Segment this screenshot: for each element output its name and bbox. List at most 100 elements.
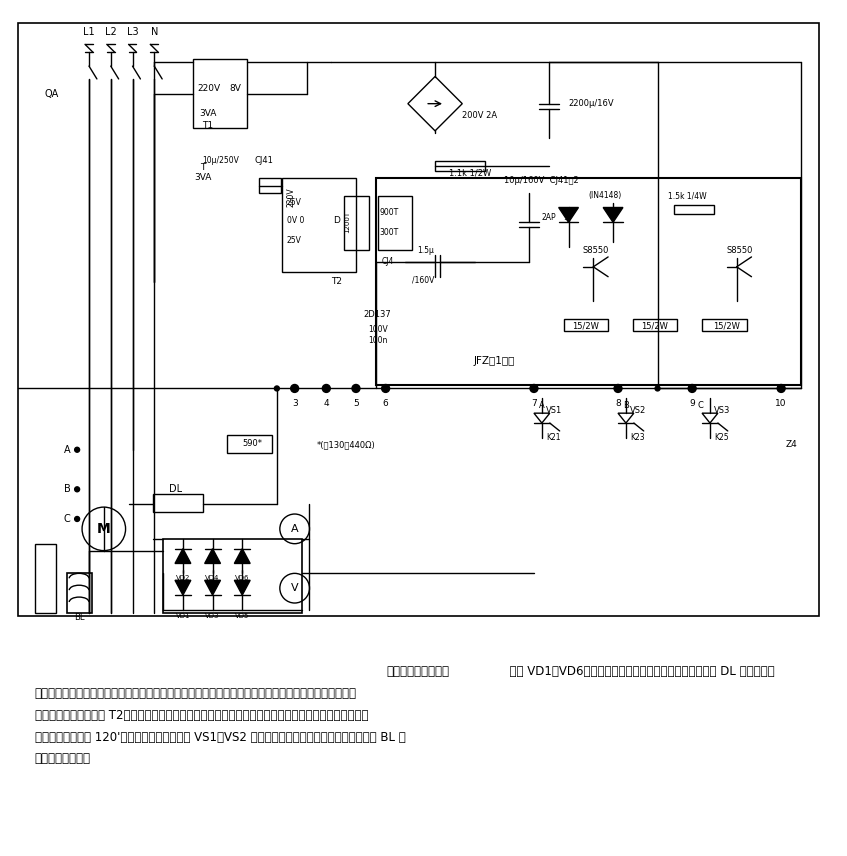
Text: VS2: VS2 bbox=[629, 406, 646, 414]
Bar bbox=[376, 178, 801, 385]
Text: S8550: S8550 bbox=[582, 246, 608, 254]
Text: VD4: VD4 bbox=[206, 575, 219, 581]
Circle shape bbox=[614, 384, 622, 392]
Polygon shape bbox=[618, 413, 634, 423]
Text: 10: 10 bbox=[775, 399, 787, 407]
Text: /160V: /160V bbox=[412, 275, 435, 284]
Polygon shape bbox=[702, 413, 718, 423]
Text: T1: T1 bbox=[202, 121, 213, 130]
Text: BL: BL bbox=[74, 614, 85, 622]
Polygon shape bbox=[408, 76, 462, 131]
Text: M: M bbox=[97, 522, 111, 536]
Text: 1.5μ: 1.5μ bbox=[417, 246, 434, 254]
Text: D: D bbox=[333, 216, 340, 225]
Text: 590*: 590* bbox=[242, 439, 263, 449]
Text: K23: K23 bbox=[630, 433, 645, 443]
Text: 1.1k 1/2W: 1.1k 1/2W bbox=[449, 169, 490, 177]
Circle shape bbox=[778, 386, 783, 391]
Text: VD2: VD2 bbox=[175, 575, 190, 581]
Text: 15/2W: 15/2W bbox=[572, 322, 599, 330]
Bar bbox=[633, 319, 678, 331]
Bar bbox=[259, 178, 281, 193]
Text: QA: QA bbox=[44, 89, 58, 98]
Circle shape bbox=[280, 574, 309, 603]
Text: VS3: VS3 bbox=[714, 406, 730, 414]
Text: 可控硅串级调速电路: 可控硅串级调速电路 bbox=[387, 665, 450, 678]
Text: 1200T: 1200T bbox=[344, 211, 350, 234]
Text: L1: L1 bbox=[83, 27, 95, 38]
Text: 零线。负极接逆变器阳极，将电机转子交流电压变为直流电压，作为可控硅逆变器的直流电源。触发电路: 零线。负极接逆变器阳极，将电机转子交流电压变为直流电压，作为可控硅逆变器的直流电… bbox=[35, 687, 357, 700]
Circle shape bbox=[280, 514, 309, 544]
Text: T: T bbox=[200, 163, 205, 172]
Text: 220V: 220V bbox=[287, 187, 296, 207]
Text: 900T: 900T bbox=[379, 208, 399, 217]
Bar bbox=[674, 205, 714, 214]
Text: JFZ－1模块: JFZ－1模块 bbox=[473, 356, 515, 366]
Circle shape bbox=[530, 384, 538, 392]
Polygon shape bbox=[175, 549, 191, 563]
Bar bbox=[193, 59, 247, 128]
Text: 3: 3 bbox=[291, 399, 297, 407]
Polygon shape bbox=[175, 580, 191, 595]
Text: 15/2W: 15/2W bbox=[641, 322, 668, 330]
Bar bbox=[702, 319, 746, 331]
Bar bbox=[378, 196, 412, 250]
Circle shape bbox=[778, 384, 785, 392]
Text: DL: DL bbox=[169, 484, 183, 494]
Text: 300T: 300T bbox=[379, 228, 399, 237]
Circle shape bbox=[75, 448, 80, 452]
Text: 9: 9 bbox=[689, 399, 695, 407]
Bar bbox=[153, 494, 202, 512]
Text: 1.5k 1/4W: 1.5k 1/4W bbox=[668, 191, 706, 200]
Bar bbox=[228, 435, 272, 453]
Circle shape bbox=[75, 516, 80, 521]
Text: VS1: VS1 bbox=[545, 406, 562, 414]
Text: C: C bbox=[64, 514, 70, 524]
Text: C: C bbox=[697, 401, 703, 410]
Bar bbox=[18, 22, 819, 615]
Text: 3VA: 3VA bbox=[194, 173, 212, 182]
Text: VD1: VD1 bbox=[175, 613, 191, 619]
Circle shape bbox=[291, 384, 299, 392]
Text: VD5: VD5 bbox=[235, 613, 250, 619]
Circle shape bbox=[274, 386, 280, 391]
Text: 10μ/160V  CJ41－2: 10μ/160V CJ41－2 bbox=[505, 176, 579, 185]
Text: A: A bbox=[291, 524, 298, 534]
Text: (IN4148): (IN4148) bbox=[589, 191, 622, 200]
Circle shape bbox=[689, 384, 696, 392]
Text: 6: 6 bbox=[383, 399, 389, 407]
Text: CJ41: CJ41 bbox=[255, 156, 274, 164]
Text: 100V: 100V bbox=[368, 324, 388, 334]
Text: 3VA: 3VA bbox=[199, 109, 216, 118]
Text: 大，输出三个互差 120'的触发脉冲，控制改变 VS1～VS2 的逆变角达到调速目的。图中频敏变阻器 BL 作: 大，输出三个互差 120'的触发脉冲，控制改变 VS1～VS2 的逆变角达到调速… bbox=[35, 730, 406, 744]
Polygon shape bbox=[603, 207, 623, 223]
Circle shape bbox=[655, 386, 660, 391]
Text: 9: 9 bbox=[563, 213, 568, 222]
Text: 限制起动电流用。: 限制起动电流用。 bbox=[35, 752, 91, 765]
Polygon shape bbox=[235, 580, 250, 595]
Polygon shape bbox=[559, 207, 579, 223]
Polygon shape bbox=[205, 549, 220, 563]
Text: 100n: 100n bbox=[368, 336, 387, 346]
Text: 0V 0: 0V 0 bbox=[287, 216, 304, 225]
Text: 2AP: 2AP bbox=[541, 213, 556, 222]
Text: 7: 7 bbox=[531, 399, 537, 407]
Circle shape bbox=[75, 487, 80, 492]
Text: 25V: 25V bbox=[287, 235, 302, 245]
Text: 4: 4 bbox=[324, 399, 329, 407]
Text: Z4: Z4 bbox=[785, 440, 797, 449]
Bar bbox=[163, 538, 302, 613]
Text: L3: L3 bbox=[127, 27, 138, 38]
Circle shape bbox=[82, 507, 125, 550]
Text: A: A bbox=[539, 401, 545, 410]
Circle shape bbox=[382, 384, 390, 392]
Text: VD6: VD6 bbox=[235, 575, 250, 581]
Text: S8550: S8550 bbox=[727, 246, 753, 254]
Text: 8V: 8V bbox=[230, 85, 241, 93]
Text: 2D137: 2D137 bbox=[364, 310, 391, 318]
Text: 图中 VD1～VD6三相整流桥输出电压的正极，经平波电抗器 DL 接电机定子: 图中 VD1～VD6三相整流桥输出电压的正极，经平波电抗器 DL 接电机定子 bbox=[502, 665, 775, 678]
Bar bbox=[435, 161, 484, 171]
Text: 将移相桥输出接变压器 T2，其副边经列相将单相电源分列成对称的三相电，作为触发同步信号，经整形放: 将移相桥输出接变压器 T2，其副边经列相将单相电源分列成对称的三相电，作为触发同… bbox=[35, 709, 368, 722]
Polygon shape bbox=[205, 580, 220, 595]
Text: A: A bbox=[64, 445, 70, 455]
